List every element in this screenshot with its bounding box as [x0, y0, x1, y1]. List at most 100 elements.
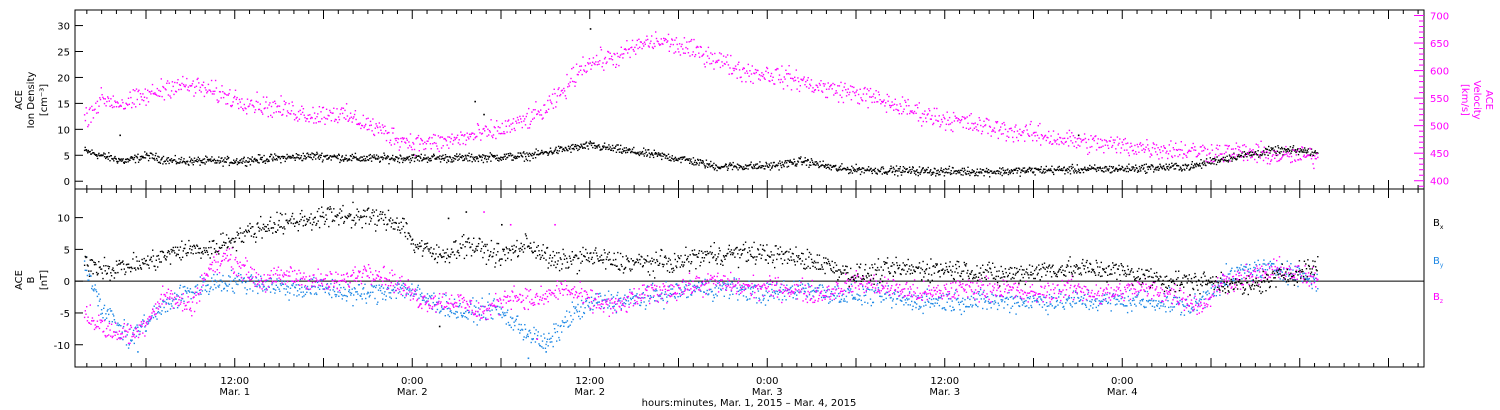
density-point: [490, 153, 493, 156]
by-point: [777, 293, 779, 295]
velocity-point: [519, 115, 521, 118]
velocity-point: [321, 118, 323, 120]
density-point: [103, 156, 106, 158]
density-point: [786, 166, 788, 168]
velocity-point: [1066, 132, 1068, 134]
velocity-point: [921, 112, 924, 115]
velocity-point: [187, 86, 190, 88]
density-point: [640, 153, 642, 155]
velocity-point: [1266, 150, 1268, 153]
density-point: [593, 142, 595, 144]
velocity-point: [944, 118, 946, 120]
velocity-point: [296, 116, 298, 118]
velocity-point: [1067, 145, 1070, 147]
density-point: [412, 154, 414, 156]
density-point: [276, 159, 278, 161]
velocity-point: [1052, 143, 1054, 145]
by-point: [359, 294, 361, 297]
density-point: [1246, 156, 1248, 158]
top-left-tick-label: 20: [57, 73, 70, 84]
by-point: [450, 312, 453, 314]
density-point: [183, 161, 186, 163]
density-point: [211, 156, 213, 158]
velocity-point: [250, 100, 252, 102]
velocity-point: [1010, 127, 1012, 129]
density-point: [1123, 170, 1125, 172]
velocity-point: [188, 90, 190, 92]
velocity-point: [1277, 154, 1279, 156]
density-point: [444, 157, 446, 159]
velocity-point: [810, 79, 813, 81]
by-point: [480, 314, 483, 316]
by-point: [580, 306, 582, 308]
velocity-point: [647, 38, 649, 41]
density-point: [406, 157, 409, 160]
velocity-point: [974, 122, 976, 124]
velocity-point: [940, 118, 943, 121]
velocity-point: [1076, 138, 1079, 140]
velocity-point: [287, 112, 289, 114]
velocity-point: [349, 112, 352, 114]
velocity-point: [556, 95, 559, 97]
density-point: [850, 170, 852, 172]
density-point: [766, 163, 768, 165]
velocity-point: [775, 69, 777, 71]
density-point: [129, 159, 131, 161]
velocity-point: [1049, 141, 1051, 143]
velocity-point: [1202, 144, 1204, 147]
density-point: [833, 165, 835, 167]
by-point: [111, 321, 113, 323]
velocity-point: [570, 77, 572, 80]
by-point: [604, 294, 606, 297]
velocity-point: [1030, 120, 1032, 123]
density-point: [224, 157, 226, 159]
density-point: [299, 157, 301, 159]
by-point: [317, 286, 319, 289]
velocity-point: [819, 84, 821, 86]
by-point: [485, 317, 487, 319]
velocity-point: [266, 96, 268, 98]
velocity-point: [593, 62, 595, 65]
density-point: [200, 160, 202, 162]
density-point: [235, 159, 237, 162]
density-point: [471, 161, 473, 163]
by-point: [785, 299, 787, 301]
density-point: [717, 166, 719, 168]
velocity-point: [97, 111, 99, 114]
density-point: [1249, 154, 1251, 157]
velocity-point: [654, 45, 656, 48]
by-point: [278, 288, 280, 290]
velocity-point: [948, 116, 951, 119]
velocity-point: [1160, 146, 1162, 148]
velocity-point: [601, 66, 603, 68]
by-point: [678, 293, 681, 295]
velocity-point: [127, 104, 129, 106]
density-point: [580, 145, 583, 147]
density-point: [566, 148, 568, 151]
by-point: [482, 316, 485, 318]
by-point: [533, 326, 535, 329]
density-point: [913, 170, 915, 172]
velocity-point: [1313, 167, 1315, 170]
velocity-point: [420, 137, 422, 140]
density-point: [1296, 149, 1298, 151]
density-point: [485, 158, 488, 161]
velocity-point: [1175, 149, 1178, 151]
velocity-point: [386, 132, 388, 135]
velocity-point: [412, 141, 414, 144]
velocity-point: [1120, 147, 1123, 149]
velocity-point: [1244, 155, 1246, 157]
velocity-point: [558, 87, 560, 89]
density-point: [454, 158, 457, 160]
density-point: [707, 163, 709, 165]
by-point: [564, 316, 566, 318]
density-point: [1135, 164, 1137, 166]
velocity-point: [343, 117, 345, 119]
density-point: [1284, 149, 1287, 151]
density-point: [572, 143, 574, 146]
density-point: [440, 158, 442, 160]
density-point: [512, 159, 514, 161]
by-point: [269, 291, 272, 293]
density-point: [558, 150, 560, 152]
velocity-point: [798, 80, 800, 83]
